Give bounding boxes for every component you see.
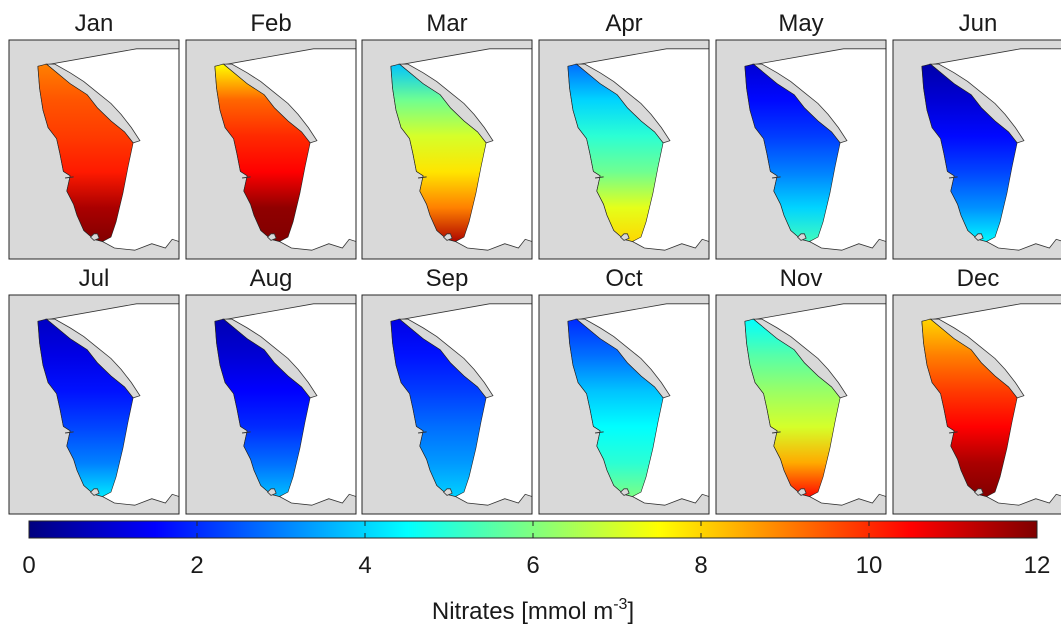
colorbar-tick-label: 12 [1024, 552, 1051, 579]
panel-title: Mar [426, 10, 467, 37]
coast-marker [772, 431, 781, 434]
nitrate-field [390, 63, 487, 242]
colorbar-label: Nitrates [mmol m-3] [432, 596, 634, 625]
panel-frame [361, 39, 533, 260]
panel-frame [8, 39, 180, 260]
panel-frame [185, 294, 357, 515]
nitrate-field [921, 318, 1018, 497]
coast-marker [65, 431, 74, 434]
island [267, 488, 277, 496]
island [443, 488, 453, 496]
nitrate-field [37, 63, 134, 242]
panel-frame [361, 294, 533, 515]
panel-jun: Jun [892, 10, 1061, 260]
panel-frame [185, 39, 357, 260]
panel-oct: Oct [538, 265, 710, 515]
panel-title: Nov [780, 265, 823, 292]
panel-frame [715, 39, 887, 260]
panel-sep: Sep [361, 265, 533, 515]
coast-marker [595, 431, 604, 434]
colorbar-tick-label: 0 [22, 552, 35, 579]
panel-may: May [715, 10, 887, 260]
panel-apr: Apr [538, 10, 710, 260]
panel-title: Jul [79, 265, 110, 292]
island [267, 233, 277, 241]
monthly-panels: Jan Feb Mar Apr May Jun Jul Aug Sep Oct Nov Dec [8, 10, 1061, 515]
nitrate-field [37, 318, 134, 497]
island [974, 488, 984, 496]
island [620, 488, 630, 496]
panel-title: Feb [250, 10, 291, 37]
panel-title: May [778, 10, 823, 37]
nitrate-field [567, 63, 664, 242]
panel-frame [892, 294, 1061, 515]
panel-frame [8, 294, 180, 515]
island [443, 233, 453, 241]
coast-marker [949, 431, 958, 434]
panel-aug: Aug [185, 265, 357, 515]
panel-title: Jan [75, 10, 114, 37]
coast-marker [242, 176, 251, 179]
island [797, 488, 807, 496]
colorbar-tick-label: 8 [694, 552, 707, 579]
panel-title: Oct [605, 265, 643, 292]
colorbar-tick-label: 2 [190, 552, 203, 579]
panel-feb: Feb [185, 10, 357, 260]
panel-frame [715, 294, 887, 515]
panel-title: Sep [426, 265, 469, 292]
panel-frame [892, 39, 1061, 260]
panel-title: Dec [957, 265, 1000, 292]
coast-marker [949, 176, 958, 179]
nitrate-field [390, 318, 487, 497]
nitrate-field [744, 63, 841, 242]
panel-title: Apr [605, 10, 642, 37]
island [620, 233, 630, 241]
panel-title: Jun [959, 10, 998, 37]
nitrate-field [567, 318, 664, 497]
coast-marker [418, 431, 427, 434]
island [974, 233, 984, 241]
panel-nov: Nov [715, 265, 887, 515]
island [797, 233, 807, 241]
coast-marker [418, 176, 427, 179]
panel-dec: Dec [892, 265, 1061, 515]
coast-marker [595, 176, 604, 179]
coast-marker [242, 431, 251, 434]
panel-jul: Jul [8, 265, 180, 515]
colorbar-tick-label: 6 [526, 552, 539, 579]
island [90, 233, 100, 241]
coast-marker [65, 176, 74, 179]
panel-mar: Mar [361, 10, 533, 260]
panel-title: Aug [250, 265, 293, 292]
coast-marker [772, 176, 781, 179]
nitrate-field [921, 63, 1018, 242]
island [90, 488, 100, 496]
colorbar-tick-label: 4 [358, 552, 371, 579]
colorbar: 0 2 4 6 8 10 12 Nitrates [mmol m-3] [22, 520, 1050, 625]
panel-frame [538, 294, 710, 515]
nitrate-field [744, 318, 841, 497]
colorbar-ticks: 0 2 4 6 8 10 12 [22, 521, 1050, 579]
panel-frame [538, 39, 710, 260]
nitrate-field [214, 318, 311, 497]
panel-jan: Jan [8, 10, 180, 260]
colorbar-tick-label: 10 [856, 552, 883, 579]
nitrate-field [214, 63, 311, 242]
